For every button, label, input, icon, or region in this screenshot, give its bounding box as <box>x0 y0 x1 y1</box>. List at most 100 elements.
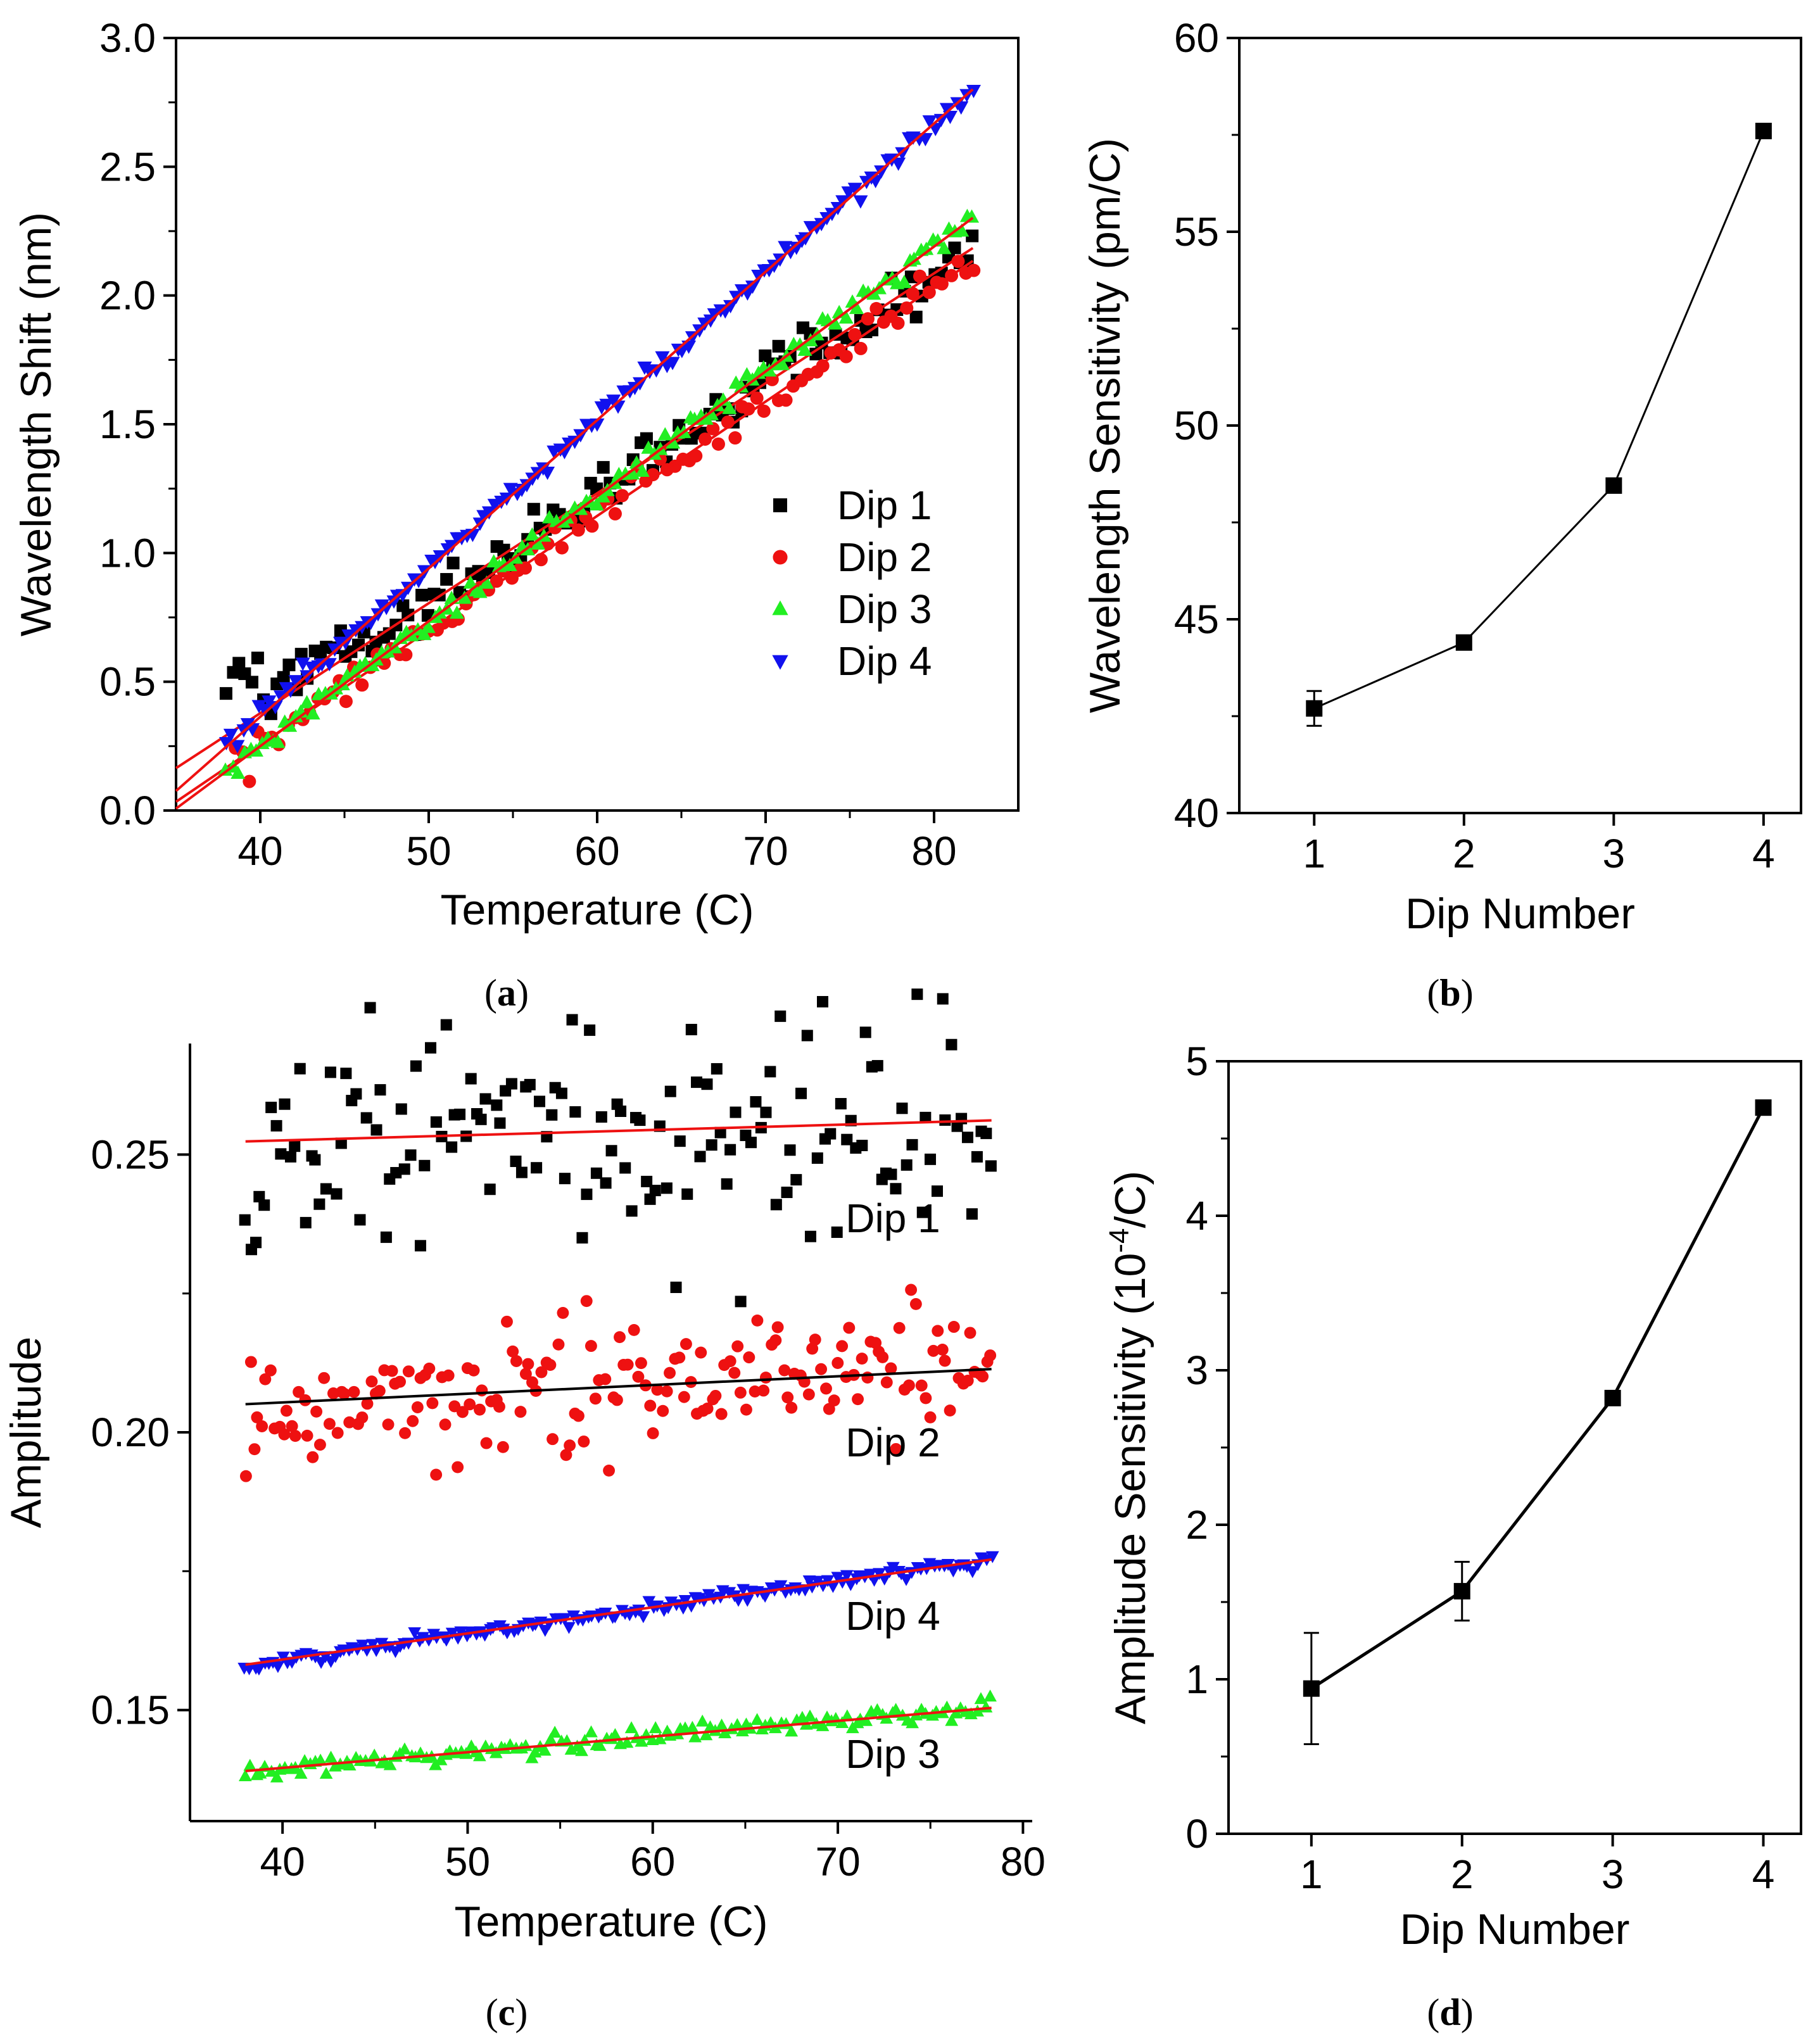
data-point <box>531 1162 543 1174</box>
x-tick-label: 3 <box>1603 831 1626 876</box>
data-point <box>774 1580 788 1593</box>
data-point <box>839 350 853 363</box>
data-point <box>649 1185 661 1197</box>
series-line <box>1313 130 1765 710</box>
panel-label-c: (c) <box>486 1991 528 2033</box>
data-point <box>423 1362 436 1375</box>
data-point <box>621 1358 634 1371</box>
data-point <box>790 1174 802 1186</box>
data-point <box>871 1060 883 1072</box>
data-point <box>698 432 712 446</box>
data-point <box>564 1743 578 1755</box>
data-point <box>767 260 782 274</box>
data-point <box>691 1076 703 1088</box>
data-point <box>1755 1099 1772 1116</box>
data-point <box>1755 122 1772 139</box>
data-point <box>828 316 843 330</box>
data-point <box>1604 1389 1621 1406</box>
data-point <box>355 678 369 692</box>
data-point <box>454 1626 468 1639</box>
y-tick-label: 50 <box>1174 403 1219 448</box>
legend: Dip 1 Dip 2 Dip 3 Dip 4 <box>772 483 932 684</box>
data-point <box>364 1002 376 1014</box>
data-point <box>475 1113 487 1125</box>
data-point <box>757 404 771 418</box>
data-point <box>966 85 981 99</box>
x-tick-label: 2 <box>1453 831 1476 876</box>
data-point <box>734 379 749 393</box>
y-tick-label: 0.15 <box>91 1688 170 1733</box>
x-tick-label: 1 <box>1300 1852 1323 1897</box>
data-point <box>811 1152 823 1164</box>
data-point <box>831 1357 844 1369</box>
data-point <box>919 1111 932 1123</box>
data-point <box>706 422 720 436</box>
data-point <box>450 605 465 619</box>
data-point <box>231 765 246 779</box>
data-point <box>548 1725 562 1738</box>
data-point <box>446 557 460 570</box>
data-point <box>797 343 812 356</box>
data-point <box>289 1430 301 1442</box>
data-point <box>789 241 804 255</box>
data-point <box>876 1351 889 1363</box>
data-point <box>705 1139 717 1151</box>
data-point <box>716 392 731 406</box>
data-point <box>704 407 719 420</box>
data-point <box>817 995 829 1007</box>
data-point <box>555 541 569 555</box>
data-point <box>527 503 540 516</box>
data-point <box>370 1124 382 1136</box>
data-point <box>906 251 921 265</box>
data-point <box>919 1392 932 1404</box>
data-point <box>519 1368 532 1380</box>
data-point <box>309 1154 321 1166</box>
data-point <box>878 1574 892 1586</box>
data-point <box>644 1399 657 1412</box>
data-point <box>538 1743 552 1756</box>
data-point <box>913 269 926 283</box>
data-point <box>239 1470 252 1482</box>
x-tick-label: 80 <box>1001 1839 1046 1884</box>
data-point <box>688 1730 702 1743</box>
data-point <box>230 740 245 754</box>
data-point <box>1605 477 1622 494</box>
data-point <box>678 1391 690 1403</box>
data-point <box>665 356 680 370</box>
data-point <box>660 1385 673 1397</box>
data-point <box>815 1363 828 1375</box>
data-point <box>966 1566 980 1579</box>
data-point <box>256 1420 269 1432</box>
data-point <box>334 624 347 638</box>
data-point <box>699 1728 713 1741</box>
data-point <box>835 1716 849 1728</box>
data-point <box>932 1325 944 1337</box>
data-point <box>869 301 883 315</box>
y-axis-title: Amplitude Sensitivity (10-4/C) <box>1104 1171 1154 1724</box>
data-point <box>772 339 785 353</box>
y-axis-title-exponent: -4 <box>1104 1228 1135 1252</box>
data-point <box>759 1372 772 1384</box>
data-point <box>590 1167 602 1179</box>
data-point <box>395 589 410 603</box>
data-point <box>232 657 246 670</box>
data-point <box>843 1322 856 1334</box>
data-point <box>771 1321 784 1334</box>
data-point <box>635 464 650 477</box>
data-point <box>731 1340 744 1353</box>
x-tick-label: 1 <box>1303 831 1325 876</box>
data-point <box>580 1295 593 1308</box>
data-point <box>728 1366 741 1379</box>
y-tick-label: 40 <box>1174 790 1219 836</box>
data-point <box>774 1010 787 1022</box>
data-point <box>886 1561 900 1574</box>
data-point <box>927 1344 940 1357</box>
data-point <box>306 1451 319 1463</box>
data-point <box>270 735 286 748</box>
data-point <box>897 274 912 288</box>
data-point <box>902 1379 915 1392</box>
data-point <box>280 1404 293 1417</box>
x-tick-label: 70 <box>815 1839 860 1884</box>
data-point <box>313 1198 325 1210</box>
legend-marker <box>773 498 787 512</box>
